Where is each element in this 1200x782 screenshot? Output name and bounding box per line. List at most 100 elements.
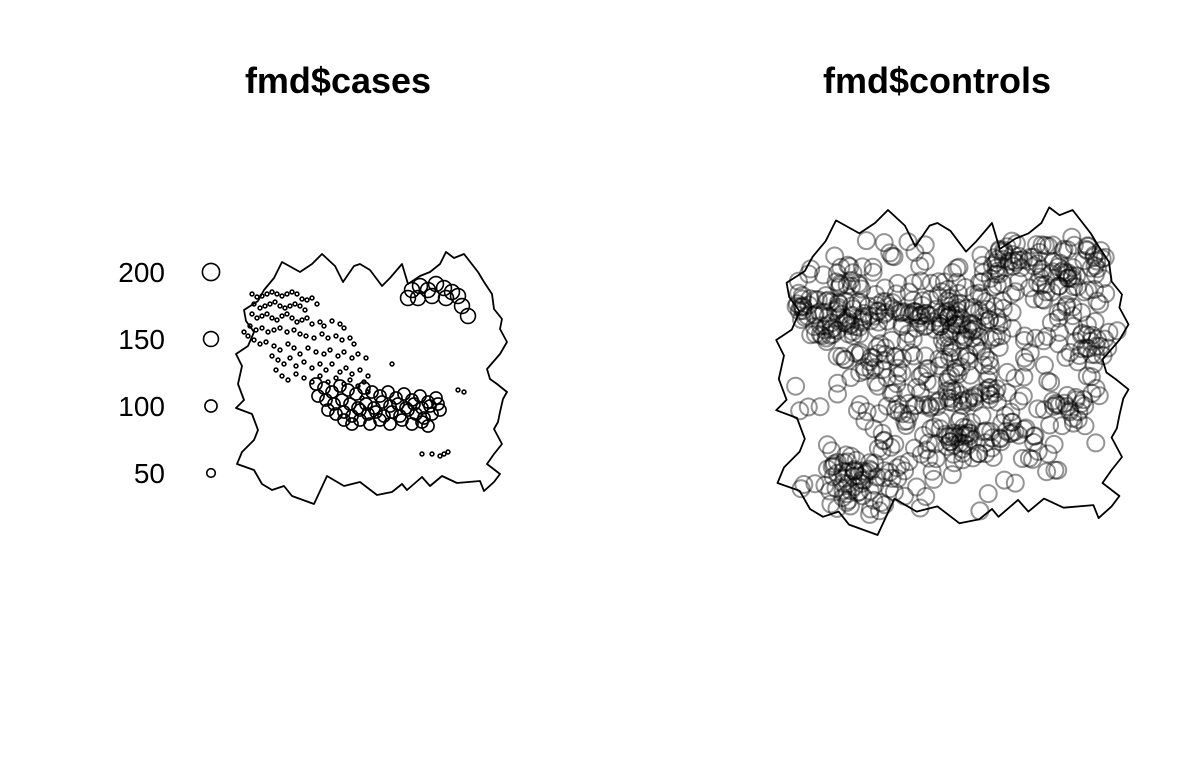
control-point <box>850 324 870 344</box>
control-point <box>1107 321 1127 341</box>
control-point <box>898 324 918 344</box>
case-point <box>373 389 387 403</box>
control-point <box>888 469 908 489</box>
case-point <box>333 375 339 381</box>
control-point <box>987 379 1007 399</box>
control-point <box>867 320 887 339</box>
control-point <box>815 475 835 495</box>
control-point <box>849 482 869 502</box>
control-point <box>845 460 865 480</box>
case-point <box>437 453 443 459</box>
control-point <box>951 308 971 328</box>
control-point <box>860 459 879 479</box>
control-point <box>1072 339 1092 359</box>
control-point <box>1044 434 1064 454</box>
control-point <box>916 487 936 506</box>
control-point <box>964 386 984 406</box>
control-point <box>954 330 974 350</box>
control-point <box>886 284 906 304</box>
control-point <box>861 461 881 481</box>
control-point <box>1057 295 1076 315</box>
control-point <box>952 315 972 335</box>
control-point <box>937 381 957 401</box>
control-point <box>1072 323 1092 343</box>
control-point <box>1074 282 1094 302</box>
control-point <box>1092 249 1112 269</box>
control-point <box>1074 251 1094 271</box>
control-point <box>882 468 902 488</box>
control-point <box>843 322 863 342</box>
control-point <box>996 258 1016 278</box>
control-point <box>869 404 889 424</box>
control-point <box>1078 236 1098 256</box>
control-point <box>798 397 818 417</box>
case-point <box>277 347 283 353</box>
control-point <box>844 461 864 481</box>
control-point <box>946 380 965 400</box>
control-point <box>980 389 1000 409</box>
control-point <box>843 326 863 346</box>
control-point <box>1056 347 1076 367</box>
control-point <box>965 303 985 323</box>
control-point <box>987 392 1007 412</box>
control-point <box>1009 391 1029 411</box>
control-point <box>904 346 924 366</box>
control-point <box>1003 256 1023 276</box>
case-point <box>251 301 257 307</box>
control-point <box>978 484 998 504</box>
case-point <box>317 373 323 379</box>
case-point <box>259 293 265 299</box>
control-point <box>827 346 847 366</box>
control-point <box>1045 460 1065 480</box>
legend-label: 150 <box>118 324 165 355</box>
case-point <box>349 371 355 377</box>
control-point <box>954 433 974 453</box>
control-point <box>904 302 923 322</box>
control-point <box>942 338 962 358</box>
control-point <box>930 316 950 336</box>
control-point <box>873 292 892 312</box>
control-point <box>915 317 935 336</box>
control-point <box>995 405 1015 425</box>
control-point <box>1048 257 1068 277</box>
control-point <box>964 297 983 317</box>
control-point <box>939 289 959 308</box>
case-point <box>337 321 343 327</box>
control-point <box>917 440 937 460</box>
control-point <box>905 438 924 458</box>
control-point <box>1019 251 1038 271</box>
control-point <box>944 314 964 334</box>
control-point <box>820 481 840 501</box>
control-point <box>817 332 837 351</box>
control-point <box>838 490 858 510</box>
case-point <box>265 329 271 335</box>
case-point <box>431 397 445 411</box>
control-point <box>801 325 821 345</box>
control-point <box>937 301 957 321</box>
control-point <box>868 344 888 364</box>
case-point <box>399 289 417 307</box>
case-point <box>445 449 451 455</box>
control-point <box>910 306 930 325</box>
control-point <box>814 303 834 323</box>
case-point <box>343 365 349 371</box>
control-point <box>830 275 850 295</box>
control-point <box>859 296 878 316</box>
control-point <box>946 358 966 378</box>
control-point <box>885 434 905 454</box>
control-point <box>963 448 983 468</box>
control-point <box>910 313 930 333</box>
control-point <box>953 443 973 463</box>
control-point <box>1057 386 1077 405</box>
case-point <box>319 331 325 337</box>
case-point <box>263 339 269 345</box>
control-point <box>911 444 931 464</box>
control-point <box>833 480 853 500</box>
control-point <box>988 249 1008 269</box>
case-point <box>321 403 335 417</box>
panel-cases: 200 150 100 50 <box>118 251 508 505</box>
control-point <box>838 324 858 344</box>
case-point <box>437 289 455 307</box>
control-point <box>940 292 960 312</box>
control-point <box>920 289 940 309</box>
